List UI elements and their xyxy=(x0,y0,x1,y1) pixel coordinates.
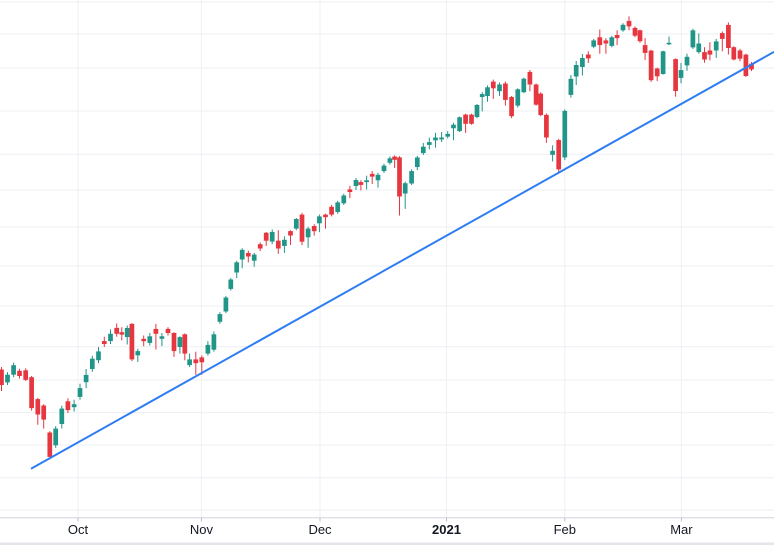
svg-text:Dec: Dec xyxy=(308,522,332,537)
svg-text:2021: 2021 xyxy=(432,522,461,537)
svg-text:Oct: Oct xyxy=(68,522,89,537)
svg-text:Mar: Mar xyxy=(670,522,693,537)
svg-text:Feb: Feb xyxy=(554,522,576,537)
svg-text:Nov: Nov xyxy=(190,522,214,537)
